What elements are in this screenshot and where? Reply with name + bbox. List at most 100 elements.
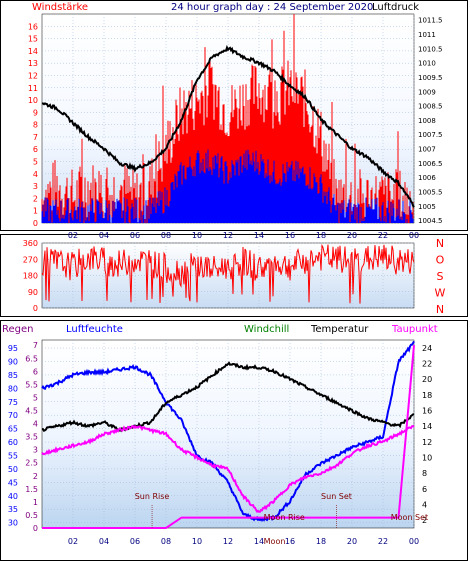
panel1-left-tick: 9 <box>33 108 38 117</box>
panel1-left-tick: 13 <box>28 59 38 68</box>
panel1-right-tick: 1005.5 <box>418 189 443 197</box>
panel3-x-tick: 12 <box>223 537 233 546</box>
panel3-rain-tick: 1.5 <box>25 485 38 494</box>
panel3-x-tick: 14 <box>254 537 264 546</box>
panel1-right-tick: 1004.5 <box>418 217 443 225</box>
panel3-x-tick: 10 <box>192 537 202 546</box>
panel3-temp-tick: 14 <box>422 422 432 431</box>
panel1-right-tick: 1007.5 <box>418 131 443 139</box>
panel3-humidity-tick: 40 <box>8 492 18 501</box>
windchill-label: Windchill <box>244 324 289 335</box>
panel1-right-tick: 1008.5 <box>418 103 443 111</box>
moonrise-label: Moon Rise <box>264 513 305 522</box>
panel1-x-tick: 08 <box>161 231 171 240</box>
panel1-left-tick: 14 <box>28 47 38 56</box>
panel1-right-tick: 1006.5 <box>418 160 443 168</box>
panel3-temp-tick: 6 <box>422 485 427 494</box>
panel3-rain-tick: 7 <box>33 341 38 350</box>
panel2-frame <box>0 234 468 317</box>
panel2-left-tick: 90 <box>28 288 38 297</box>
panel3-temp-tick: 20 <box>422 375 432 384</box>
panel3-rain-tick: 2 <box>33 472 38 481</box>
panel1-x-tick: 12 <box>223 231 233 240</box>
panel1-right-tick: 1009 <box>418 88 436 96</box>
panel3-humidity-tick: 35 <box>8 505 18 514</box>
panel3-temp-tick: 2 <box>422 516 427 525</box>
panel3-temp-tick: 4 <box>422 501 427 510</box>
panel3-rain-tick: 0.5 <box>25 511 38 520</box>
panel3-x-tick: 02 <box>68 537 78 546</box>
panel3-rain-tick: 4 <box>33 420 38 429</box>
panel1-left-tick: 7 <box>33 133 38 142</box>
taupunkt-label: Taupunkt <box>391 324 438 335</box>
panel3-rain-tick: 5 <box>33 393 38 402</box>
panel1-left-tick: 6 <box>33 145 38 154</box>
panel3-humidity-tick: 75 <box>8 398 18 407</box>
panel3-temp-tick: 24 <box>422 344 432 353</box>
panel1-x-tick: 16 <box>285 231 295 240</box>
panel3-rain-tick: 0 <box>33 524 38 533</box>
panel3-rain-tick: 4.5 <box>25 407 38 416</box>
panel3-temp-tick: 22 <box>422 360 432 369</box>
panel3-x-tick: 22 <box>378 537 388 546</box>
chart-layer: 0123456789101112131415161004.510051005.5… <box>8 14 446 546</box>
panel3-temp-tick: 8 <box>422 469 427 478</box>
panel2-compass-letter: N <box>436 237 444 250</box>
panel3-x-tick: 08 <box>161 537 171 546</box>
panel1-x-tick: 14 <box>254 231 264 240</box>
wind-direction-line <box>41 243 415 304</box>
panel2-left-tick: 180 <box>23 272 38 281</box>
panel2-left-tick: 0 <box>33 304 38 313</box>
temperatur-label: Temperatur <box>310 324 369 335</box>
panel1-left-tick: 2 <box>33 194 38 203</box>
rain-line <box>42 345 415 529</box>
panel2-left-tick: 270 <box>23 255 38 264</box>
sunset-label: Sun Set <box>321 492 352 501</box>
panel1-left-tick: 16 <box>28 22 38 31</box>
luftfeuchte-label: Luftfeuchte <box>66 324 123 335</box>
panel1-x-tick: 20 <box>347 231 357 240</box>
panel1-right-tick: 1008 <box>418 117 436 125</box>
panel3-humidity-tick: 85 <box>8 371 18 380</box>
temperature-line <box>42 361 415 433</box>
panel1-left-tick: 11 <box>28 84 38 93</box>
regen-label: Regen <box>2 324 34 335</box>
panel3-humidity-tick: 30 <box>8 519 18 528</box>
header-right-label: Luftdruck <box>372 2 419 13</box>
panel3-temp-tick: 12 <box>422 438 432 447</box>
panel3-x-tick: 16 <box>285 537 295 546</box>
panel3-humidity-tick: 95 <box>8 344 18 353</box>
panel2-compass-letter: S <box>437 270 444 283</box>
panel3-x-tick: 00 <box>409 537 419 546</box>
panel1-left-tick: 12 <box>28 71 38 80</box>
panel1-right-tick: 1010.5 <box>418 45 443 53</box>
panel3-rain-tick: 6.5 <box>25 354 38 363</box>
panel3-humidity-tick: 65 <box>8 425 18 434</box>
panel1-frame <box>0 0 468 231</box>
panel3-rain-tick: 3 <box>33 446 38 455</box>
panel3-humidity-tick: 55 <box>8 451 18 460</box>
panel1-left-tick: 15 <box>28 35 38 44</box>
panel1-right-tick: 1009.5 <box>418 74 443 82</box>
pressure-line <box>41 44 415 208</box>
sunrise-label: Sun Rise <box>135 492 170 501</box>
panel3-rain-tick: 1 <box>33 498 38 507</box>
panel1-x-tick: 22 <box>378 231 388 240</box>
panel3-humidity-tick: 70 <box>8 411 18 420</box>
panel3-humidity-tick: 45 <box>8 478 18 487</box>
panel1-left-tick: 5 <box>33 158 38 167</box>
panel1-left-tick: 8 <box>33 121 38 130</box>
panel1-left-tick: 4 <box>33 170 38 179</box>
chart-title: 24 hour graph day : 24 September 2020 <box>171 2 373 13</box>
panel3-x-tick: 06 <box>130 537 140 546</box>
panel3-humidity-tick: 90 <box>8 357 18 366</box>
panel1-right-tick: 1005 <box>418 203 436 211</box>
dewpoint-line <box>41 424 415 513</box>
panel1-left-tick: 1 <box>33 207 38 216</box>
panel1-right-tick: 1007 <box>418 146 436 154</box>
panel3-humidity-tick: 50 <box>8 465 18 474</box>
panel2-compass-letter: N <box>436 303 444 316</box>
panel2-compass-letter: W <box>435 287 446 300</box>
